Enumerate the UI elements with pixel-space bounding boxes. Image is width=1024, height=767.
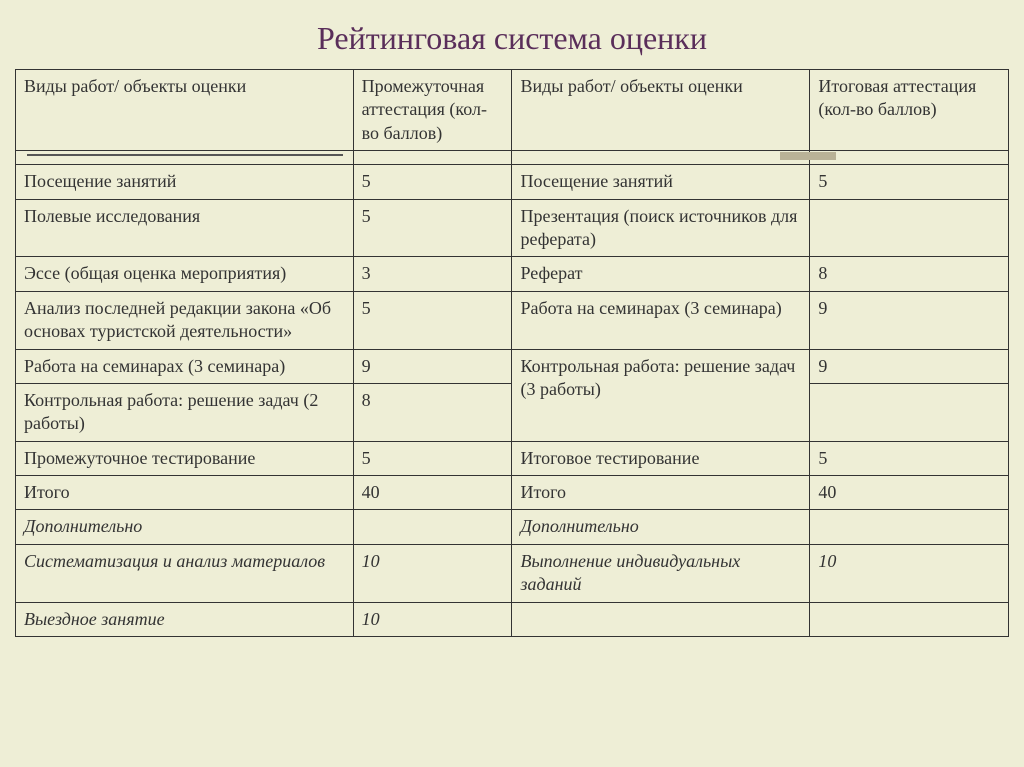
cell-c2: 3	[353, 257, 512, 291]
cell-c2: 5	[353, 291, 512, 349]
cell-c4	[810, 510, 1009, 544]
table-row: Итого40Итого40	[16, 476, 1009, 510]
table-row: Работа на семинарах (3 семинара) 9 Контр…	[16, 349, 1009, 383]
cell-c2	[353, 510, 512, 544]
table-row: Посещение занятий5Посещение занятий5	[16, 165, 1009, 199]
cell-c1: Работа на семинарах (3 семинара)	[16, 349, 354, 383]
cell-c1: Полевые исследования	[16, 199, 354, 257]
cell-c3: Итоговое тестирование	[512, 441, 810, 475]
cell-c3: Презентация (поиск источников для рефера…	[512, 199, 810, 257]
cell-c4: 10	[810, 544, 1009, 602]
table-row: Систематизация и анализ материалов10Выпо…	[16, 544, 1009, 602]
table-row: Выездное занятие10	[16, 602, 1009, 636]
cell-c3: Выполнение индивидуальных заданий	[512, 544, 810, 602]
cell-c4	[810, 383, 1009, 441]
cell-c3: Итого	[512, 476, 810, 510]
cell-c3: Работа на семинарах (3 семинара)	[512, 291, 810, 349]
cell-c4: 5	[810, 165, 1009, 199]
decorative-line-left	[27, 154, 343, 156]
cell-c4: 40	[810, 476, 1009, 510]
cell-c1: Систематизация и анализ материалов	[16, 544, 354, 602]
cell-c2: 5	[353, 441, 512, 475]
cell-c4: 8	[810, 257, 1009, 291]
cell-c2: 8	[353, 383, 512, 441]
cell-c1: Посещение занятий	[16, 165, 354, 199]
header-col1: Виды работ/ объекты оценки	[16, 70, 354, 151]
cell-c2: 5	[353, 165, 512, 199]
cell-c2: 40	[353, 476, 512, 510]
cell-c1: Контрольная работа: решение задач (2 раб…	[16, 383, 354, 441]
cell-c2: 10	[353, 544, 512, 602]
table-row: Эссе (общая оценка мероприятия)3Реферат8	[16, 257, 1009, 291]
cell-c1: Итого	[16, 476, 354, 510]
cell-c2: 10	[353, 602, 512, 636]
cell-c3: Дополнительно	[512, 510, 810, 544]
cell-c2: 9	[353, 349, 512, 383]
cell-c4	[810, 602, 1009, 636]
spacer-row	[16, 151, 1009, 165]
table-row: Промежуточное тестирование5Итоговое тест…	[16, 441, 1009, 475]
table-row: Дополнительно Дополнительно	[16, 510, 1009, 544]
cell-c1: Дополнительно	[16, 510, 354, 544]
cell-c4: 5	[810, 441, 1009, 475]
cell-c3: Посещение занятий	[512, 165, 810, 199]
cell-c3	[512, 602, 810, 636]
cell-c3: Реферат	[512, 257, 810, 291]
cell-c3-merged: Контрольная работа: решение задач (3 раб…	[512, 349, 810, 441]
page-title: Рейтинговая система оценки	[15, 20, 1009, 57]
cell-c4: 9	[810, 349, 1009, 383]
cell-c4: 9	[810, 291, 1009, 349]
cell-c1: Эссе (общая оценка мероприятия)	[16, 257, 354, 291]
cell-c4	[810, 199, 1009, 257]
cell-c1: Анализ последней редакции закона «Об осн…	[16, 291, 354, 349]
table-header-row: Виды работ/ объекты оценки Промежуточная…	[16, 70, 1009, 151]
header-col4: Итоговая аттестация (кол-во баллов)	[810, 70, 1009, 151]
cell-c2: 5	[353, 199, 512, 257]
decorative-line-right	[780, 152, 836, 160]
header-col2: Промежуточная аттестация (кол-во баллов)	[353, 70, 512, 151]
table-row: Полевые исследования5Презентация (поиск …	[16, 199, 1009, 257]
cell-c1: Выездное занятие	[16, 602, 354, 636]
header-col3: Виды работ/ объекты оценки	[512, 70, 810, 151]
cell-c1: Промежуточное тестирование	[16, 441, 354, 475]
table-row: Анализ последней редакции закона «Об осн…	[16, 291, 1009, 349]
